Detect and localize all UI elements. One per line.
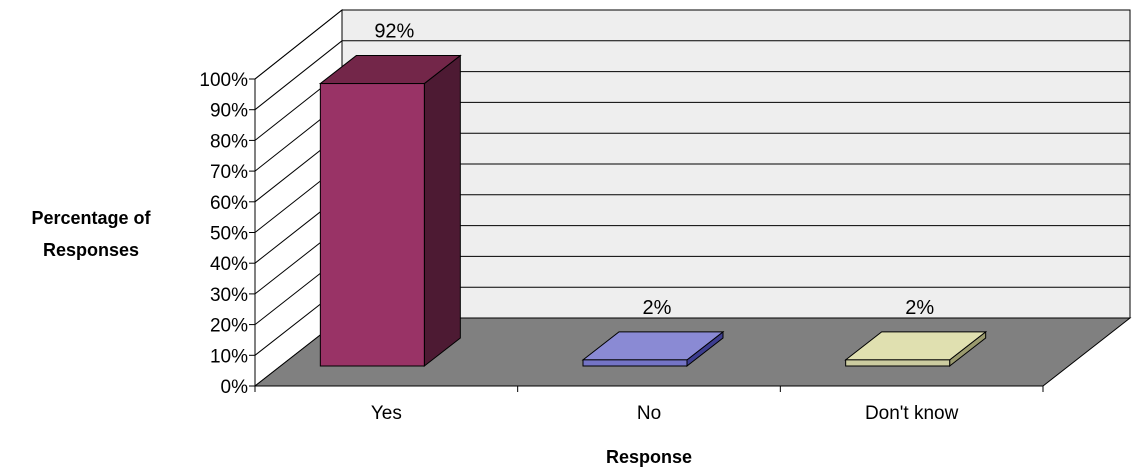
x-tick-label: No [637,403,661,424]
y-tick-label: 50% [210,224,248,245]
data-label: 2% [905,297,934,319]
bar [318,54,462,368]
bar-front [319,83,425,367]
y-axis-title: Percentage of Responses [31,208,151,260]
y-tick-label: 20% [210,316,248,337]
y-tick-label: 80% [210,131,248,152]
data-label: 92% [374,21,414,43]
y-tick-label: 40% [210,254,248,275]
y-tick-label: 70% [210,162,248,183]
y-tick-label: 0% [221,377,249,398]
axes [249,78,1044,392]
gridline [254,40,1130,111]
labels: 0% 10% 20% 30% 40% 50% 60% 70% 80% 90% 100% Yes No Do… [199,21,958,467]
bar-side [423,54,461,368]
y-tick-label: 10% [210,346,248,367]
bar-front [845,359,951,367]
data-label: 2% [643,297,672,319]
y-tick-label: 100% [199,70,248,91]
y-tick-label: 90% [210,101,248,122]
x-axis-title: Response [606,447,692,467]
bar [844,330,988,368]
x-tick-label: Yes [371,403,402,424]
gridline [254,9,1130,80]
y-tick-label: 30% [210,285,248,306]
bar [581,330,725,368]
bar-front [582,359,688,367]
y-tick-label: 60% [210,193,248,214]
bars [318,54,988,368]
x-tick-label: Don't know [865,403,959,424]
